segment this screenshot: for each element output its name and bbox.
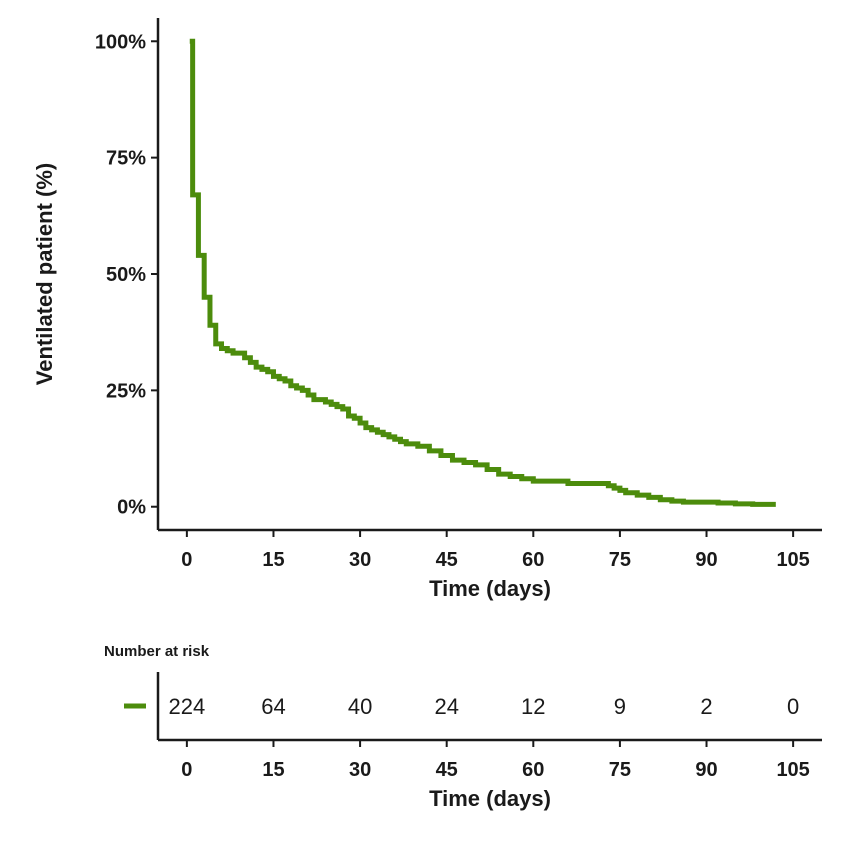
x-ticks: 0 15 30 45 60 75 90 105 — [181, 530, 810, 571]
risk-x-axis-title: Time (days) — [429, 786, 551, 811]
y-tick-label: 75% — [106, 148, 146, 170]
x-tick-label: 90 — [695, 549, 717, 571]
y-ticks: 0% 25% 50% 75% 100% — [95, 31, 158, 519]
x-tick-label: 0 — [181, 549, 192, 571]
risk-table-title: Number at risk — [104, 643, 210, 660]
x-tick-label: 45 — [436, 549, 458, 571]
series-layer — [189, 38, 776, 507]
survival-plot: 0% 25% 50% 75% 100% 0 15 30 45 60 75 90 105 Ventila… — [32, 18, 822, 601]
risk-count: 24 — [434, 694, 458, 719]
x-tick-label: 30 — [349, 549, 371, 571]
risk-x-ticks: 0 15 30 45 60 75 90 105 — [181, 740, 810, 781]
risk-count: 9 — [614, 694, 626, 719]
y-axis-title: Ventilated patient (%) — [32, 163, 57, 385]
y-tick-label: 25% — [106, 380, 146, 402]
x-axis-title: Time (days) — [429, 576, 551, 601]
risk-table: Number at risk 224 64 40 24 12 9 2 0 0 15 30 45 60 7… — [104, 643, 822, 811]
y-tick-label: 50% — [106, 264, 146, 286]
risk-count: 12 — [521, 694, 545, 719]
y-tick-label: 100% — [95, 31, 146, 53]
risk-count: 64 — [261, 694, 285, 719]
survival-step-line — [189, 38, 776, 507]
risk-x-tick-label: 60 — [522, 759, 544, 781]
risk-x-tick-label: 75 — [609, 759, 631, 781]
x-tick-label: 75 — [609, 549, 631, 571]
y-tick-label: 0% — [117, 497, 146, 519]
risk-count: 2 — [700, 694, 712, 719]
risk-values: 224 64 40 24 12 9 2 0 — [169, 694, 800, 719]
risk-x-tick-label: 90 — [695, 759, 717, 781]
x-tick-label: 60 — [522, 549, 544, 571]
risk-x-tick-label: 30 — [349, 759, 371, 781]
risk-x-tick-label: 105 — [776, 759, 809, 781]
x-tick-label: 105 — [776, 549, 809, 571]
risk-count: 0 — [787, 694, 799, 719]
risk-x-tick-label: 0 — [181, 759, 192, 781]
risk-x-tick-label: 45 — [436, 759, 458, 781]
risk-x-tick-label: 15 — [262, 759, 284, 781]
risk-count: 224 — [169, 694, 206, 719]
risk-count: 40 — [348, 694, 372, 719]
x-tick-label: 15 — [262, 549, 284, 571]
